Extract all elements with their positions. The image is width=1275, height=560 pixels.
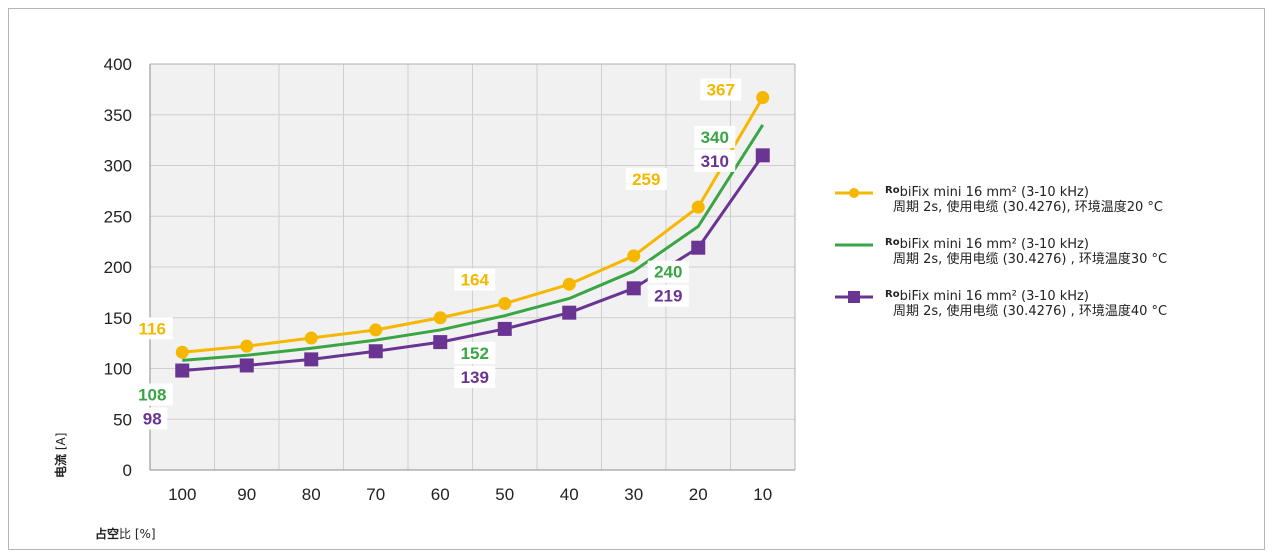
series-line-1 — [182, 124, 765, 362]
legend-line1: biFix mini 16 mm² (3-10 kHz) — [899, 237, 1089, 252]
data-label: 310 — [701, 152, 729, 171]
data-label-bg — [694, 149, 736, 172]
data-label-bg — [131, 383, 173, 406]
data-label-bg — [647, 260, 689, 283]
x-tick-label: 20 — [689, 485, 708, 504]
legend-line2: 周期 2s, 使用电缆 (30.4276) , 环境温度30 °C — [893, 252, 1168, 267]
series-line-0 — [182, 96, 765, 354]
legend-symbol-line — [835, 243, 873, 247]
y-tick-label: 350 — [104, 106, 132, 125]
legend-symbol-circle — [835, 188, 873, 198]
data-point-square — [304, 352, 319, 367]
legend-line2: 周期 2s, 使用电缆 (30.4276), 环境温度20 °C — [893, 200, 1163, 215]
legend-text-30c: RobiFix mini 16 mm² (3-10 kHz) 周期 2s, 使用… — [885, 235, 1167, 267]
data-point-square — [562, 305, 577, 320]
data-point-square — [626, 281, 641, 296]
x-axis-title-bold: 占空 — [95, 526, 119, 541]
data-point-circle — [627, 249, 641, 263]
x-tick-label: 100 — [168, 485, 196, 504]
data-point-square — [691, 240, 706, 255]
data-label-bg — [454, 365, 496, 388]
y-tick-label: 400 — [104, 55, 132, 74]
legend-symbol-square — [835, 291, 873, 303]
y-tick-label: 150 — [104, 309, 132, 328]
x-tick-label: 60 — [431, 485, 450, 504]
data-point-square — [175, 363, 190, 378]
data-label-bg — [625, 168, 667, 191]
legend-prefix: Ro — [885, 289, 900, 300]
data-label: 240 — [654, 263, 682, 282]
chart-frame — [8, 8, 1265, 550]
data-point-square — [497, 321, 512, 336]
legend-item-40c: RobiFix mini 16 mm² (3-10 kHz) 周期 2s, 使用… — [835, 287, 1255, 339]
data-label: 367 — [707, 80, 735, 99]
x-tick-label: 30 — [624, 485, 643, 504]
data-point-square — [239, 358, 254, 373]
data-label: 139 — [461, 368, 489, 387]
legend-item-30c: RobiFix mini 16 mm² (3-10 kHz) 周期 2s, 使用… — [835, 235, 1255, 287]
x-tick-label: 80 — [302, 485, 321, 504]
legend-line1: biFix mini 16 mm² (3-10 kHz) — [899, 289, 1089, 304]
data-label-bg — [131, 317, 173, 340]
x-axis-title: 占空比 [%] — [95, 526, 156, 541]
data-point-circle — [304, 331, 318, 345]
data-label: 108 — [138, 386, 166, 405]
x-tick-label: 10 — [753, 485, 772, 504]
data-label: 98 — [143, 410, 162, 429]
x-tick-label: 40 — [560, 485, 579, 504]
data-point-square — [368, 344, 383, 359]
y-axis-title-unit: [A] — [54, 433, 68, 454]
data-point-square — [755, 148, 770, 163]
data-label-bg — [454, 341, 496, 364]
data-label-bg — [454, 268, 496, 291]
legend-marker-40c — [848, 291, 860, 303]
data-label-bg — [694, 125, 736, 148]
data-point-circle — [175, 345, 189, 359]
data-label: 219 — [654, 287, 682, 306]
y-tick-label: 200 — [104, 258, 132, 277]
data-point-square — [433, 335, 448, 350]
chart-legend: RobiFix mini 16 mm² (3-10 kHz) 周期 2s, 使用… — [835, 183, 1255, 339]
data-label: 340 — [701, 128, 729, 147]
data-point-circle — [756, 90, 770, 104]
legend-text-20c: RobiFix mini 16 mm² (3-10 kHz) 周期 2s, 使用… — [885, 183, 1163, 215]
data-label-bg — [700, 78, 742, 101]
y-tick-label: 100 — [104, 360, 132, 379]
y-tick-label: 250 — [104, 207, 132, 226]
data-label: 116 — [139, 319, 166, 338]
data-point-circle — [498, 297, 512, 311]
legend-prefix: Ro — [885, 237, 900, 248]
data-label: 164 — [461, 271, 490, 290]
data-label: 259 — [632, 170, 660, 189]
data-point-circle — [562, 277, 576, 291]
data-point-circle — [691, 200, 705, 214]
data-point-circle — [240, 339, 254, 353]
legend-marker-20c — [849, 188, 859, 198]
legend-prefix: Ro — [885, 185, 900, 196]
y-axis-title: 电流 [A] — [53, 433, 68, 478]
data-point-circle — [369, 323, 383, 337]
legend-line2: 周期 2s, 使用电缆 (30.4276) , 环境温度40 °C — [893, 304, 1168, 319]
y-tick-label: 300 — [104, 157, 132, 176]
data-label-bg — [137, 407, 168, 430]
data-label: 152 — [461, 344, 489, 363]
legend-text-40c: RobiFix mini 16 mm² (3-10 kHz) 周期 2s, 使用… — [885, 287, 1167, 319]
legend-item-20c: RobiFix mini 16 mm² (3-10 kHz) 周期 2s, 使用… — [835, 183, 1255, 235]
data-label-bg — [647, 284, 689, 307]
y-tick-label: 0 — [123, 461, 132, 480]
x-tick-label: 70 — [366, 485, 385, 504]
y-tick-label: 50 — [113, 410, 132, 429]
y-axis-title-bold: 电流 — [53, 454, 68, 478]
x-tick-label: 50 — [495, 485, 514, 504]
x-tick-label: 90 — [237, 485, 256, 504]
data-point-circle — [433, 311, 447, 325]
x-axis-title-unit: 比 [%] — [119, 527, 156, 541]
legend-line1: biFix mini 16 mm² (3-10 kHz) — [899, 185, 1089, 200]
